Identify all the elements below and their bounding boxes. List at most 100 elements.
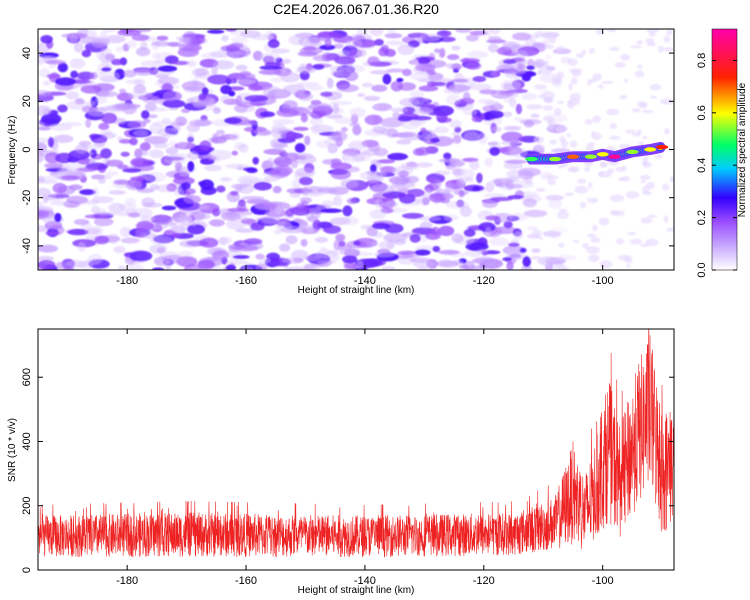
noise-blob [148, 149, 164, 159]
x-tick-label: -100 [592, 275, 614, 287]
noise-blob [515, 103, 523, 115]
noise-blob [157, 76, 180, 85]
noise-blob [187, 161, 195, 172]
noise-blob [228, 244, 246, 250]
noise-blob [42, 80, 51, 86]
noise-blob [476, 172, 483, 184]
noise-blob [219, 237, 228, 246]
noise-blob [92, 186, 99, 198]
noise-blob [91, 205, 100, 214]
noise-blob [150, 235, 173, 245]
noise-blob [181, 80, 206, 92]
noise-blob [324, 38, 332, 47]
noise-blob [179, 250, 193, 257]
noise-blob [77, 242, 86, 252]
noise-blob [526, 65, 535, 70]
noise-blob [519, 247, 527, 253]
noise-blob [118, 138, 132, 144]
colorbar-tick-label: 0.8 [696, 53, 708, 68]
noise-blob [74, 144, 89, 154]
noise-blob [592, 73, 603, 81]
noise-blob [369, 209, 387, 220]
noise-blob [396, 139, 412, 145]
noise-blob [100, 148, 112, 159]
noise-blob [510, 147, 528, 159]
noise-blob [38, 179, 58, 184]
noise-blob [501, 111, 513, 118]
noise-blob [38, 255, 54, 262]
noise-blob [558, 242, 565, 248]
noise-blob [490, 92, 509, 97]
noise-blob [176, 140, 188, 149]
noise-blob [621, 176, 631, 182]
y-tick-label: 400 [21, 432, 33, 450]
noise-blob [288, 206, 312, 212]
noise-blob [112, 178, 129, 189]
noise-blob [258, 259, 268, 267]
noise-blob [398, 131, 417, 138]
noise-blob [631, 108, 641, 113]
noise-blob [445, 94, 461, 106]
noise-blob [538, 60, 549, 65]
noise-blob [503, 82, 514, 91]
noise-blob [442, 189, 452, 200]
noise-blob [63, 266, 74, 270]
noise-blob [80, 85, 102, 94]
noise-blob [264, 61, 282, 67]
noise-blob [620, 54, 631, 61]
noise-blob [584, 119, 594, 125]
y-tick-label: 0 [21, 567, 33, 573]
noise-blob [77, 71, 95, 81]
noise-blob [363, 258, 383, 268]
noise-blob [397, 44, 415, 55]
noise-blob [79, 189, 96, 196]
colorbar-gradient [711, 28, 738, 271]
noise-blob [532, 229, 542, 237]
noise-blob [340, 179, 359, 189]
noise-blob [186, 123, 201, 133]
noise-blob [535, 30, 544, 38]
noise-blob [390, 81, 403, 92]
noise-blob [302, 46, 317, 51]
noise-blob [438, 249, 460, 255]
noise-blob [155, 184, 176, 193]
noise-blob [642, 109, 654, 114]
noise-blob [413, 107, 433, 115]
noise-blob [233, 79, 257, 85]
noise-blob [417, 264, 426, 270]
noise-blob [227, 86, 245, 91]
noise-blob [548, 120, 557, 125]
noise-blob [637, 64, 643, 70]
noise-blob [220, 176, 233, 182]
noise-blob [515, 50, 528, 59]
noise-blob [418, 60, 428, 65]
x-tick-label: -160 [235, 275, 257, 287]
noise-blob [130, 157, 149, 167]
noise-blob [38, 137, 51, 144]
noise-blob [317, 188, 338, 194]
track-peak [644, 147, 657, 152]
noise-blob [371, 241, 379, 247]
noise-blob [523, 119, 535, 128]
noise-blob [571, 70, 582, 77]
noise-blob [609, 135, 621, 140]
noise-blob [553, 263, 567, 270]
noise-blob [490, 29, 501, 35]
noise-blob [156, 35, 169, 41]
noise-blob [38, 60, 46, 66]
noise-blob [122, 168, 142, 173]
noise-blob [555, 254, 577, 261]
x-tick-label: -100 [592, 575, 614, 587]
noise-blob [609, 194, 624, 202]
noise-blob [377, 104, 389, 112]
noise-blob [67, 156, 79, 163]
noise-blob [335, 233, 346, 242]
noise-blob [469, 30, 488, 36]
noise-blob [150, 222, 168, 230]
noise-blob [330, 130, 348, 142]
noise-blob [485, 227, 492, 236]
noise-blob [477, 133, 488, 145]
noise-blob [548, 33, 557, 44]
noise-blob [267, 39, 280, 49]
noise-blob [297, 51, 318, 57]
